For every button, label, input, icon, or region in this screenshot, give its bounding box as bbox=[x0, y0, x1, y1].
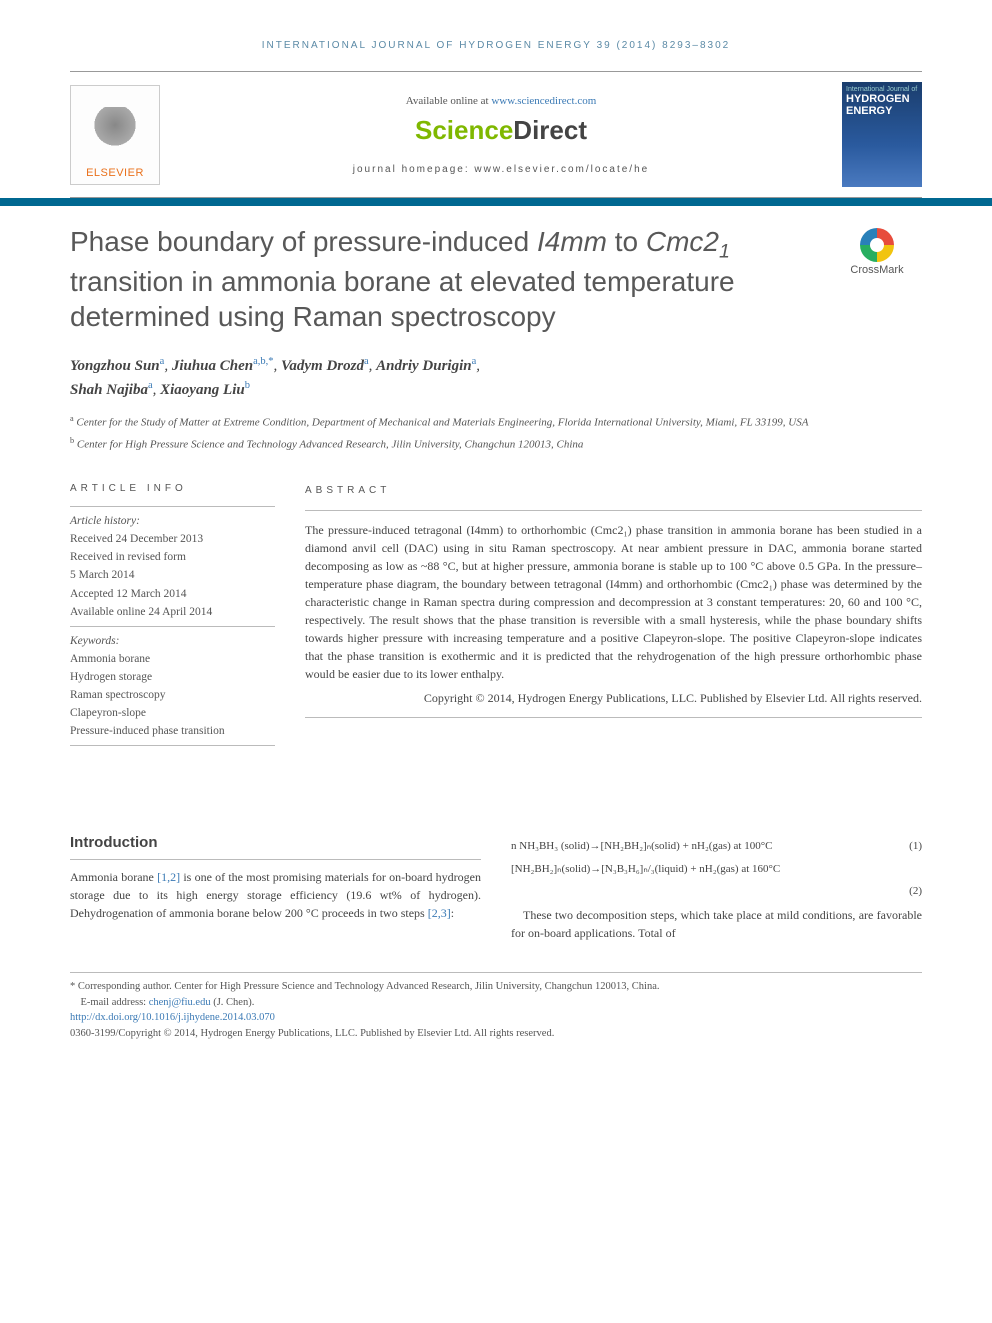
keyword-item: Ammonia borane bbox=[70, 651, 275, 667]
intro-text: : bbox=[451, 906, 454, 920]
cover-line3: ENERGY bbox=[846, 105, 918, 117]
crossmark-icon bbox=[860, 228, 894, 262]
divider bbox=[70, 506, 275, 507]
affil-text: Center for High Pressure Science and Tec… bbox=[77, 439, 584, 451]
author-list: Yongzhou Suna, Jiuhua Chena,b,*, Vadym D… bbox=[70, 354, 922, 401]
crossmark-label: CrossMark bbox=[832, 264, 922, 276]
body-col-right: n NH₃BH₃ (solid)→[NH₂BH₂]ₙ(solid) + nH₂(… bbox=[511, 832, 922, 942]
keyword-item: Raman spectroscopy bbox=[70, 687, 275, 703]
equation-number-line: (2) bbox=[511, 883, 922, 900]
article-title: Phase boundary of pressure-induced I4mm … bbox=[70, 224, 922, 334]
affiliation: b Center for High Pressure Science and T… bbox=[70, 435, 922, 453]
intro-text: Ammonia borane bbox=[70, 870, 157, 884]
intro-paragraph: Ammonia borane [1,2] is one of the most … bbox=[70, 868, 481, 922]
abstract-text: The pressure-induced tetragonal (I4mm) t… bbox=[305, 521, 922, 683]
history-item: Received in revised form bbox=[70, 549, 275, 565]
keyword-item: Hydrogen storage bbox=[70, 669, 275, 685]
title-sub: 1 bbox=[719, 241, 730, 263]
title-banner-bar bbox=[0, 198, 992, 206]
divider bbox=[70, 745, 275, 746]
title-i2: Cmc2 bbox=[646, 226, 719, 257]
history-item: Received 24 December 2013 bbox=[70, 531, 275, 547]
divider bbox=[70, 626, 275, 627]
journal-homepage: journal homepage: www.elsevier.com/locat… bbox=[175, 164, 827, 175]
elsevier-label: ELSEVIER bbox=[86, 167, 144, 179]
author-sup[interactable]: a,b,* bbox=[253, 356, 273, 367]
cover-line2: HYDROGEN bbox=[846, 93, 918, 105]
title-mid1: to bbox=[607, 226, 646, 257]
masthead-center: Available online at www.sciencedirect.co… bbox=[175, 95, 827, 175]
email-link[interactable]: chenj@fiu.edu bbox=[149, 997, 211, 1008]
running-head: INTERNATIONAL JOURNAL OF HYDROGEN ENERGY… bbox=[70, 40, 922, 51]
equation-number: (1) bbox=[909, 838, 922, 855]
author-name: Xiaoyang Liu bbox=[160, 382, 245, 398]
title-i1: I4mm bbox=[537, 226, 607, 257]
affil-sup: a bbox=[70, 414, 74, 423]
corresponding-author-note: * Corresponding author. Center for High … bbox=[70, 979, 922, 995]
divider bbox=[305, 717, 922, 718]
author-sup[interactable]: a bbox=[148, 380, 153, 391]
equation-line: n NH₃BH₃ (solid)→[NH₂BH₂]ₙ(solid) + nH₂(… bbox=[511, 838, 922, 855]
issn-copyright: 0360-3199/Copyright © 2014, Hydrogen Ene… bbox=[70, 1026, 922, 1042]
citation-link[interactable]: [1,2] bbox=[157, 870, 180, 884]
sd-logo-science: Science bbox=[415, 115, 513, 145]
equation-line: [NH₂BH₂]ₙ(solid)→[N₃B₃H₆]ₙ/₃(liquid) + n… bbox=[511, 861, 922, 878]
sciencedirect-link[interactable]: www.sciencedirect.com bbox=[491, 95, 596, 107]
abstract-heading: ABSTRACT bbox=[305, 483, 922, 498]
affil-text: Center for the Study of Matter at Extrem… bbox=[76, 417, 808, 429]
keyword-item: Clapeyron-slope bbox=[70, 705, 275, 721]
body-columns: Introduction Ammonia borane [1,2] is one… bbox=[70, 832, 922, 942]
author-sup[interactable]: b bbox=[245, 380, 250, 391]
history-item: Available online 24 April 2014 bbox=[70, 604, 275, 620]
crossmark-badge[interactable]: CrossMark bbox=[832, 228, 922, 276]
author-name: Vadym Drozd bbox=[281, 358, 364, 374]
history-label: Article history: bbox=[70, 513, 275, 529]
title-pre: Phase boundary of pressure-induced bbox=[70, 226, 537, 257]
affil-sup: b bbox=[70, 436, 74, 445]
body-col-left: Introduction Ammonia borane [1,2] is one… bbox=[70, 832, 481, 942]
author-name: Shah Najiba bbox=[70, 382, 148, 398]
author-sup[interactable]: a bbox=[364, 356, 369, 367]
abstract-column: ABSTRACT The pressure-induced tetragonal… bbox=[305, 483, 922, 752]
masthead: ELSEVIER Available online at www.science… bbox=[70, 71, 922, 198]
email-label: E-mail address: bbox=[70, 997, 149, 1008]
author-name: Jiuhua Chen bbox=[172, 358, 253, 374]
equation: [NH₂BH₂]ₙ(solid)→[N₃B₃H₆]ₙ/₃(liquid) + n… bbox=[511, 861, 780, 878]
journal-cover-thumb[interactable]: International Journal of HYDROGEN ENERGY bbox=[842, 82, 922, 187]
abstract-copyright: Copyright © 2014, Hydrogen Energy Public… bbox=[305, 689, 922, 707]
email-line: E-mail address: chenj@fiu.edu (J. Chen). bbox=[70, 995, 922, 1011]
introduction-heading: Introduction bbox=[70, 832, 481, 860]
elsevier-tree-icon bbox=[85, 107, 145, 167]
history-item: 5 March 2014 bbox=[70, 567, 275, 583]
email-suffix: (J. Chen). bbox=[211, 997, 255, 1008]
author-sup[interactable]: a bbox=[472, 356, 477, 367]
author-name: Andriy Durigin bbox=[376, 358, 471, 374]
equation-number: (2) bbox=[909, 883, 922, 900]
sciencedirect-logo[interactable]: ScienceDirect bbox=[175, 115, 827, 146]
elsevier-logo[interactable]: ELSEVIER bbox=[70, 85, 160, 185]
article-info-column: ARTICLE INFO Article history: Received 2… bbox=[70, 483, 275, 752]
sd-logo-direct: Direct bbox=[513, 115, 587, 145]
equation: n NH₃BH₃ (solid)→[NH₂BH₂]ₙ(solid) + nH₂(… bbox=[511, 838, 772, 855]
divider bbox=[305, 510, 922, 511]
keyword-item: Pressure-induced phase transition bbox=[70, 723, 275, 739]
author-name: Yongzhou Sun bbox=[70, 358, 160, 374]
available-prefix: Available online at bbox=[406, 95, 492, 107]
title-post: transition in ammonia borane at elevated… bbox=[70, 266, 735, 332]
keywords-label: Keywords: bbox=[70, 633, 275, 649]
cover-line1: International Journal of bbox=[846, 86, 918, 93]
affiliation: a Center for the Study of Matter at Extr… bbox=[70, 413, 922, 431]
article-info-heading: ARTICLE INFO bbox=[70, 483, 275, 494]
body-paragraph: These two decomposition steps, which tak… bbox=[511, 906, 922, 942]
citation-link[interactable]: [2,3] bbox=[428, 906, 451, 920]
history-item: Accepted 12 March 2014 bbox=[70, 586, 275, 602]
doi-link[interactable]: http://dx.doi.org/10.1016/j.ijhydene.201… bbox=[70, 1012, 275, 1023]
author-sup[interactable]: a bbox=[160, 356, 165, 367]
footnotes: * Corresponding author. Center for High … bbox=[70, 972, 922, 1042]
available-online-line: Available online at www.sciencedirect.co… bbox=[175, 95, 827, 107]
